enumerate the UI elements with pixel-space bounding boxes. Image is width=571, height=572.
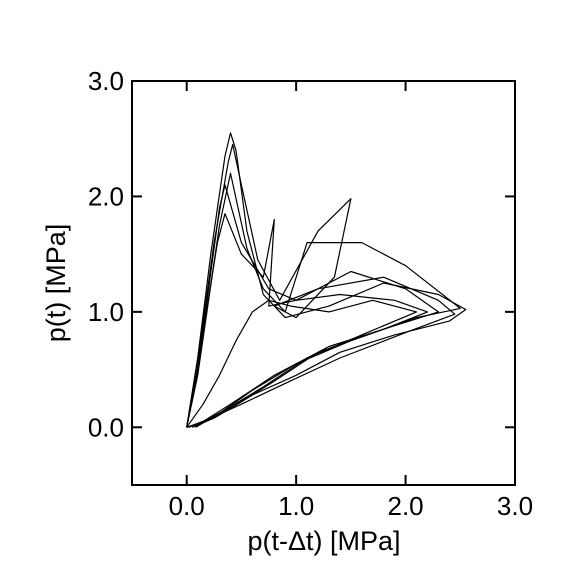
plot-frame — [131, 80, 516, 486]
x-tick-label: 2.0 — [387, 491, 423, 521]
y-tick-label: 2.0 — [88, 181, 124, 211]
trajectory-line-6 — [186, 299, 418, 428]
trajectory-line-2 — [186, 143, 456, 428]
y-axis-ticks: 0.0 1.0 2.0 3.0 — [88, 66, 515, 442]
y-tick-label: 1.0 — [88, 297, 124, 327]
x-tick-label: 1.0 — [278, 491, 314, 521]
x-tick-label: 3.0 — [497, 491, 533, 521]
trajectory-line-3 — [186, 184, 429, 428]
series-layer — [186, 132, 467, 428]
y-axis-label: p(t) [MPa] — [41, 224, 71, 343]
trajectory-line-5 — [186, 172, 461, 428]
x-axis-ticks: 0.0 1.0 2.0 3.0 — [169, 81, 533, 521]
x-axis-label: p(t-Δt) [MPa] — [247, 526, 400, 556]
x-tick-label: 0.0 — [169, 491, 205, 521]
y-tick-label: 3.0 — [88, 66, 124, 96]
trajectory-line-1 — [186, 132, 467, 428]
y-tick-label: 0.0 — [88, 412, 124, 442]
